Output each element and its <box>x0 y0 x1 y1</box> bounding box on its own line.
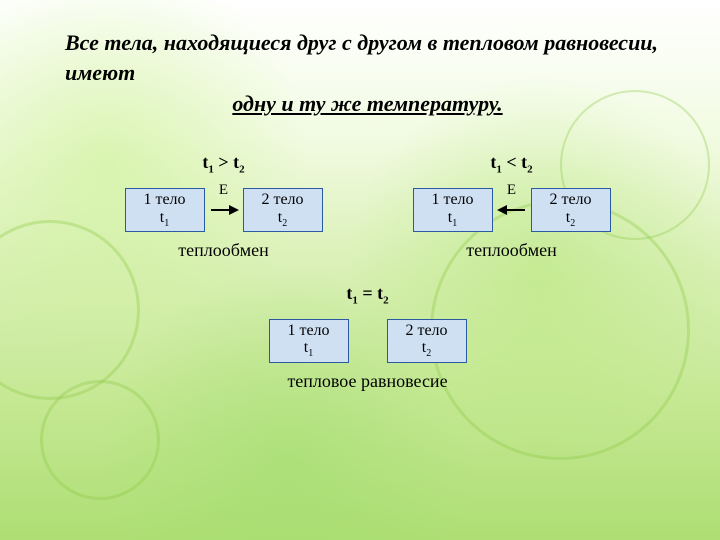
heading-line1: Все тела, находящиеся друг с другом в те… <box>65 28 670 87</box>
box-body2: 2 тело t2 <box>531 188 611 232</box>
box-body1: 1 тело t1 <box>413 188 493 232</box>
box-body1: 1 тело t1 <box>125 188 205 232</box>
box-body2: 2 тело t2 <box>243 188 323 232</box>
slide-content: Все тела, находящиеся друг с другом в те… <box>0 0 720 392</box>
group-bottom: t1 = t2 1 тело t1 2 тело t2 тепловое рав… <box>269 283 467 392</box>
condition-left: t1 > t2 <box>202 152 244 176</box>
heading-line2: одну и ту же температуру. <box>65 91 670 117</box>
caption-bottom: тепловое равновесие <box>287 371 447 392</box>
caption-right: теплообмен <box>466 240 556 261</box>
box-body1: 1 тело t1 <box>269 319 349 363</box>
condition-bottom: t1 = t2 <box>346 283 388 307</box>
caption-left: теплообмен <box>178 240 268 261</box>
box-body2: 2 тело t2 <box>387 319 467 363</box>
energy-label-left: Е <box>205 182 243 199</box>
row-top: t1 > t2 1 тело t1 Е 2 тело <box>65 152 670 261</box>
energy-label-right: Е <box>493 182 531 199</box>
condition-right: t1 < t2 <box>490 152 532 176</box>
group-right: t1 < t2 1 тело t1 Е 2 тело <box>413 152 611 261</box>
group-left: t1 > t2 1 тело t1 Е 2 тело <box>125 152 323 261</box>
arrow-left-icon <box>497 204 527 216</box>
row-bottom: t1 = t2 1 тело t1 2 тело t2 тепловое рав… <box>65 283 670 392</box>
arrow-right-icon <box>209 204 239 216</box>
